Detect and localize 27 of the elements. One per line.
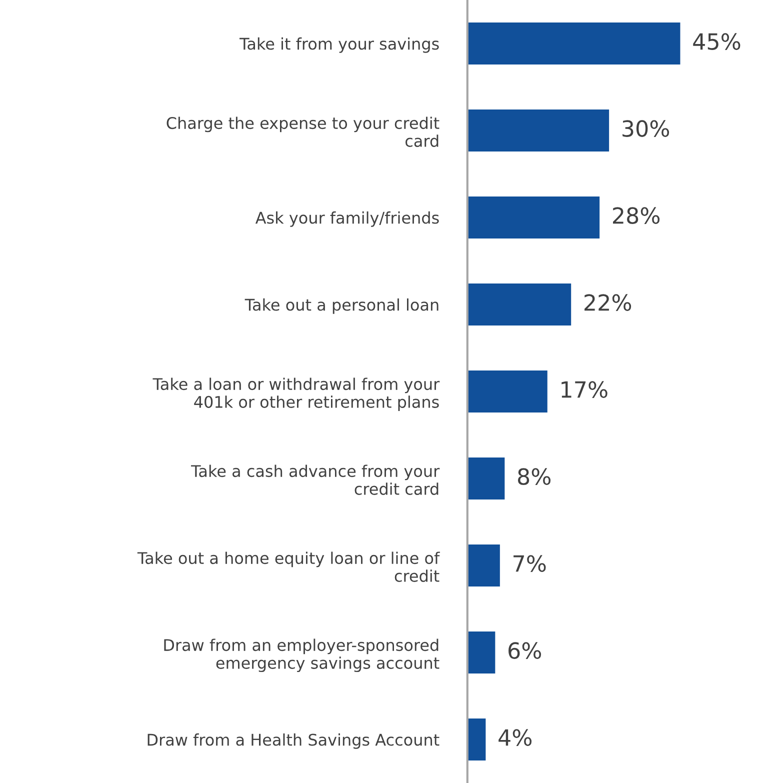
data-label: 45%: [693, 33, 740, 50]
y-tick-label: Charge the expense to your credit card: [166, 116, 440, 147]
data-label: 7%: [514, 555, 546, 572]
bar: [467, 108, 610, 153]
y-tick-label: Take out a home equity loan or line of credit: [137, 552, 440, 582]
data-label: 28%: [613, 207, 660, 224]
data-label: 30%: [622, 120, 670, 137]
data-label: 4%: [498, 729, 532, 746]
y-tick-label: Take a cash advance from your credit card: [191, 464, 440, 495]
y-tick-label: Take out a personal loan: [244, 298, 438, 314]
y-tick-label: Take a loan or withdrawal from your 401k or other retirement plans: [152, 378, 440, 412]
bar: [467, 456, 506, 501]
bar: [467, 21, 682, 66]
bar: [467, 717, 488, 762]
data-label: 17%: [562, 381, 608, 398]
y-tick-label: Draw from a Health Savings Account: [148, 733, 440, 749]
data-label: 8%: [518, 468, 550, 485]
y-tick-label: Draw from an employer-sponsored emergency savings account: [164, 638, 440, 672]
data-label: 6%: [508, 642, 542, 659]
bar: [467, 369, 549, 414]
y-tick-label: Ask your family/friends: [255, 211, 439, 227]
bar: [467, 282, 572, 327]
y-tick-label: Take it from your savings: [240, 37, 439, 53]
bar: [467, 630, 497, 675]
bar: [467, 195, 601, 240]
data-label: 22%: [584, 294, 632, 311]
bar: [467, 543, 502, 588]
